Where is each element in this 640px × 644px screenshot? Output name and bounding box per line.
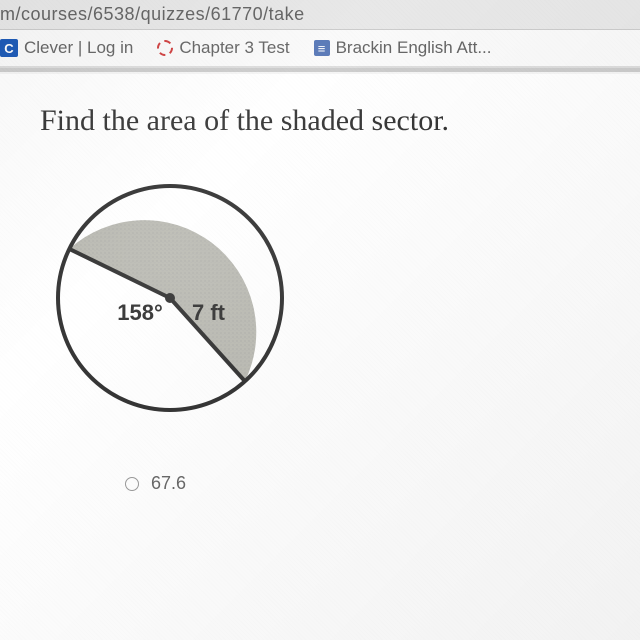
diagram-container: 158° 7 ft (40, 168, 640, 433)
bookmark-label: Chapter 3 Test (179, 38, 289, 58)
clever-icon: C (0, 39, 18, 57)
bookmark-chapter[interactable]: Chapter 3 Test (157, 38, 289, 58)
page-content: Find the area of the shaded sector. 158°… (0, 74, 640, 644)
url-bar: m/courses/6538/quizzes/61770/take (0, 0, 640, 30)
divider (0, 68, 640, 72)
radio-button[interactable] (125, 477, 139, 491)
bookmark-label: Clever | Log in (24, 38, 133, 58)
brackin-icon: ≡ (314, 40, 330, 56)
answer-value: 67.6 (151, 473, 186, 494)
url-text: m/courses/6538/quizzes/61770/take (0, 4, 305, 24)
chapter-icon (157, 40, 173, 56)
bookmarks-bar: C Clever | Log in Chapter 3 Test ≡ Brack… (0, 30, 640, 68)
sector-diagram: 158° 7 ft (40, 168, 300, 428)
bookmark-clever[interactable]: C Clever | Log in (0, 38, 133, 58)
question-prompt: Find the area of the shaded sector. (40, 104, 640, 138)
bookmark-label: Brackin English Att... (336, 38, 492, 58)
answer-option[interactable]: 67.6 (125, 473, 640, 494)
bookmark-brackin[interactable]: ≡ Brackin English Att... (314, 38, 492, 58)
svg-text:158°: 158° (117, 300, 163, 325)
svg-text:7 ft: 7 ft (192, 300, 226, 325)
